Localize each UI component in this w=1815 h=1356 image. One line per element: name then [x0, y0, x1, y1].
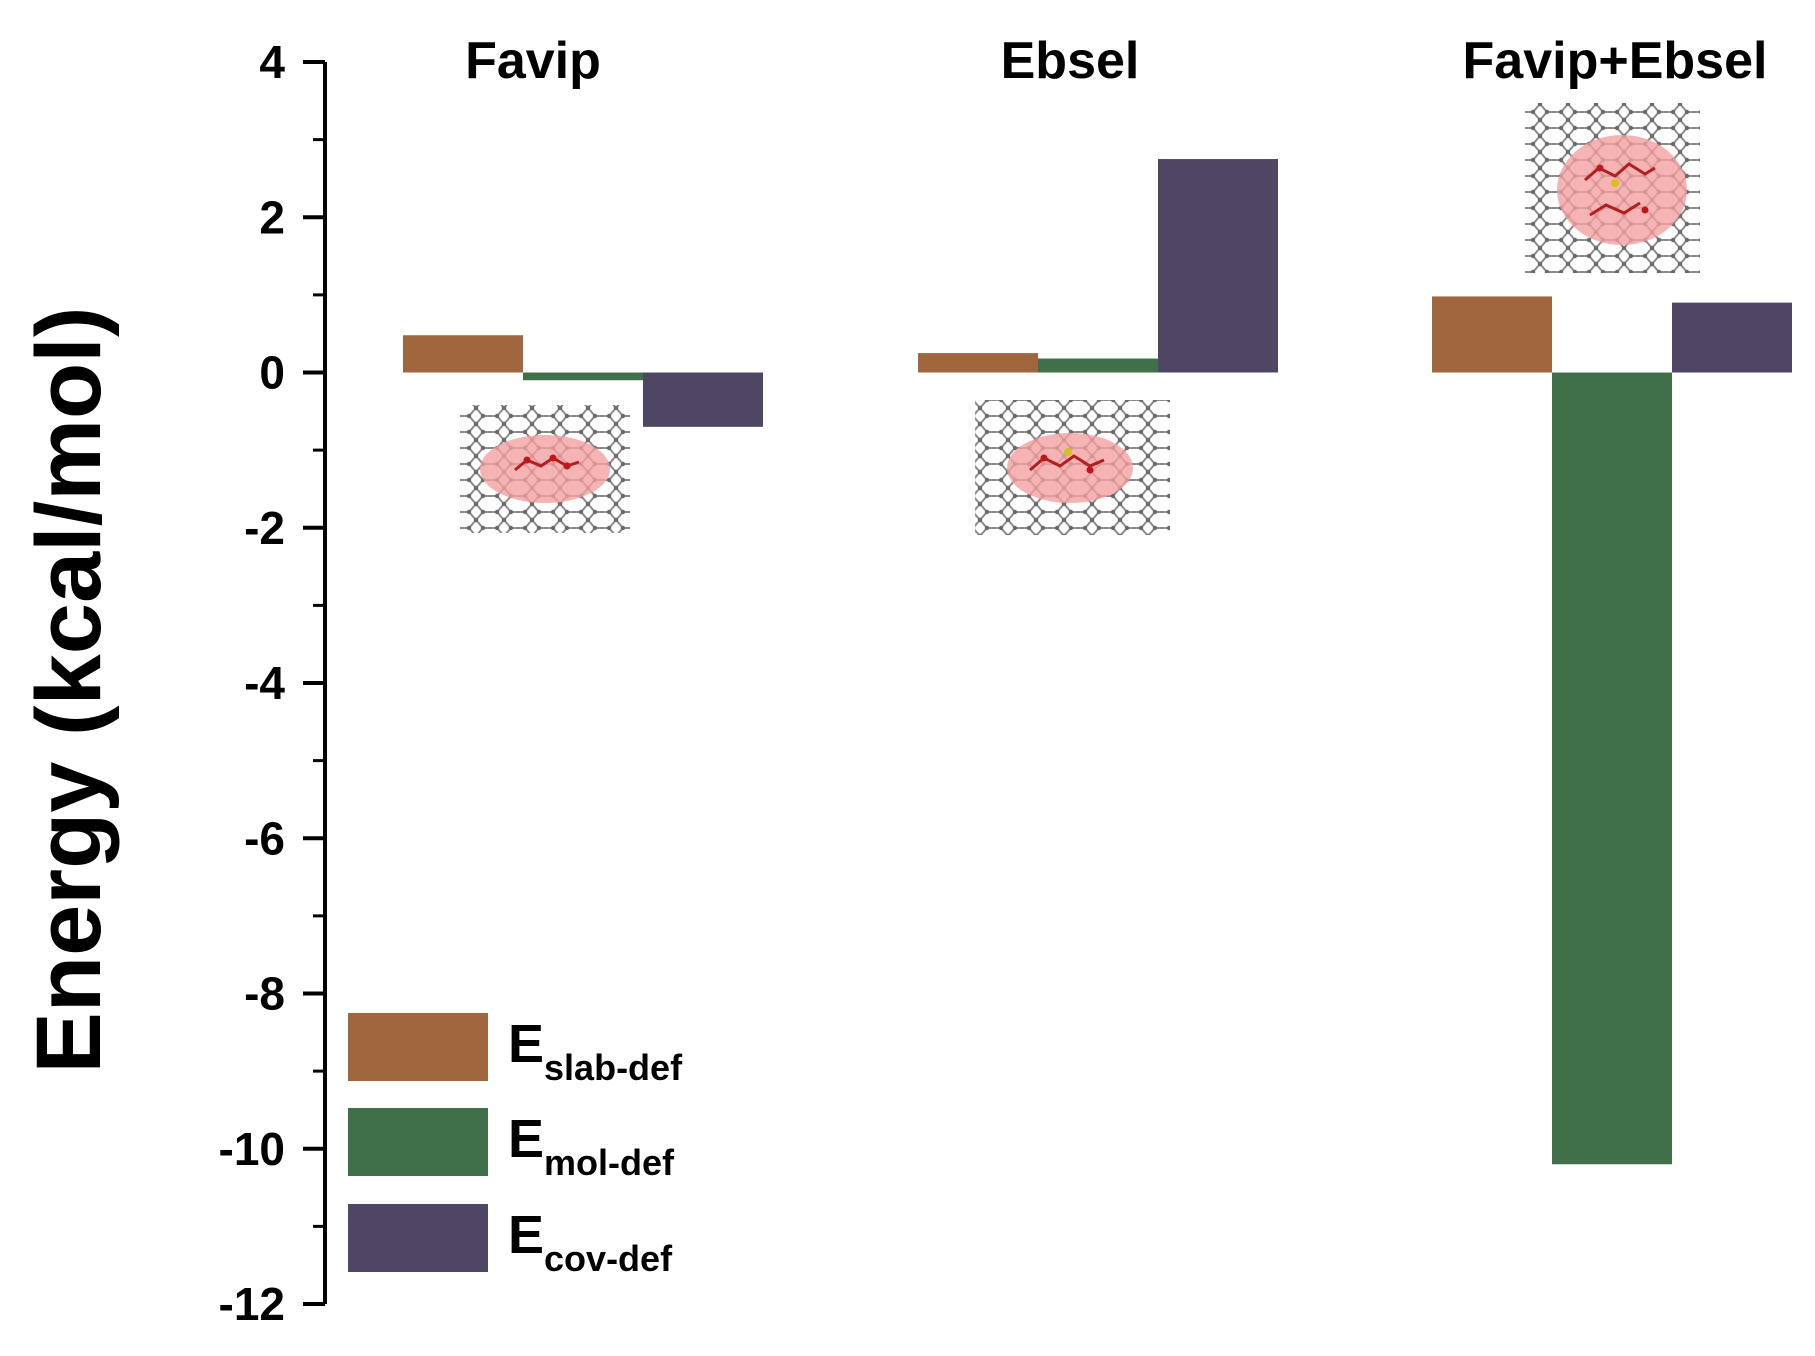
- bar-slab-def-favip: [403, 335, 523, 373]
- legend-label-slab-def: Eslab-def: [508, 1014, 683, 1088]
- group-label-favip-ebsel: Favip+Ebsel: [1463, 32, 1768, 90]
- legend-swatch-mol-def: [348, 1108, 488, 1176]
- y-axis-label: Energy (kcal/mol): [18, 307, 120, 1074]
- bar-cov-def-favip: [643, 372, 763, 427]
- group-label-ebsel: Ebsel: [1001, 32, 1140, 90]
- y-tick-label: -2: [244, 502, 285, 554]
- graphene-favip-icon: [460, 405, 630, 533]
- legend-label-mol-def: Emol-def: [508, 1109, 675, 1183]
- bar-cov-def-favip-ebsel: [1672, 302, 1792, 373]
- graphene-ebsel-icon: [975, 400, 1170, 535]
- bar-slab-def-ebsel: [918, 353, 1038, 373]
- graphene-favip-ebsel-icon: [1525, 103, 1700, 273]
- y-tick-label: -10: [219, 1123, 285, 1175]
- bar-mol-def-favip: [523, 372, 643, 381]
- group-label-favip: Favip: [465, 32, 601, 90]
- y-tick-label: 0: [259, 347, 285, 399]
- bar-mol-def-favip-ebsel: [1552, 372, 1672, 1165]
- y-ticks: 4 2 0 -2 -4 -6 -8 -10 -12: [219, 36, 325, 1330]
- bar-mol-def-ebsel: [1038, 358, 1158, 373]
- y-tick-label: -4: [244, 657, 285, 709]
- legend-label-cov-def: Ecov-def: [508, 1205, 673, 1279]
- legend-swatch-cov-def: [348, 1204, 488, 1272]
- y-tick-label: -8: [244, 968, 285, 1020]
- legend: Eslab-def Emol-def Ecov-def: [348, 1013, 683, 1279]
- y-tick-label: -6: [244, 812, 285, 864]
- bars: [403, 159, 1792, 1165]
- bar-slab-def-favip-ebsel: [1432, 296, 1552, 373]
- y-tick-label: 2: [259, 191, 285, 243]
- legend-swatch-slab-def: [348, 1013, 488, 1081]
- bar-cov-def-ebsel: [1158, 159, 1278, 373]
- y-tick-label: -12: [219, 1278, 285, 1330]
- y-tick-label: 4: [259, 36, 285, 88]
